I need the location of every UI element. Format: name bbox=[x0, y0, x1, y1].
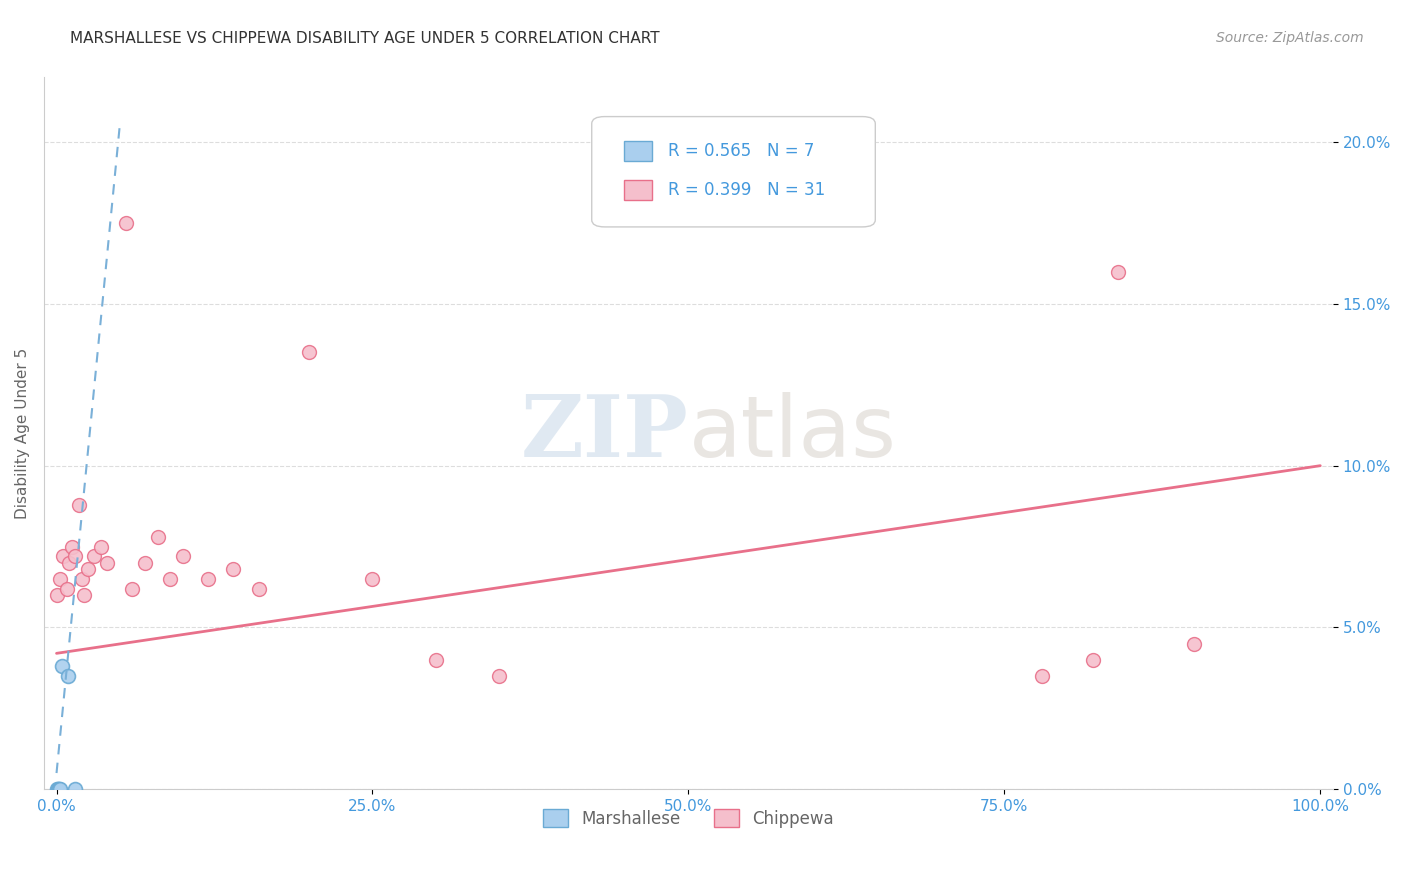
Bar bbox=[624, 141, 652, 161]
Point bbox=[1081, 653, 1104, 667]
Point bbox=[146, 530, 169, 544]
Point bbox=[197, 572, 219, 586]
Point bbox=[425, 653, 447, 667]
Point bbox=[65, 782, 87, 797]
Text: atlas: atlas bbox=[689, 392, 897, 475]
Point bbox=[222, 562, 245, 576]
Point bbox=[90, 540, 112, 554]
Point bbox=[73, 588, 96, 602]
Point bbox=[45, 588, 67, 602]
Text: MARSHALLESE VS CHIPPEWA DISABILITY AGE UNDER 5 CORRELATION CHART: MARSHALLESE VS CHIPPEWA DISABILITY AGE U… bbox=[70, 31, 659, 46]
Point bbox=[134, 556, 156, 570]
Point bbox=[96, 556, 118, 570]
Y-axis label: Disability Age Under 5: Disability Age Under 5 bbox=[15, 348, 30, 519]
Point bbox=[488, 669, 510, 683]
Point bbox=[49, 572, 72, 586]
Point bbox=[70, 572, 93, 586]
Point bbox=[45, 782, 67, 797]
Point bbox=[51, 659, 73, 673]
Point bbox=[77, 562, 100, 576]
Point bbox=[48, 782, 70, 797]
Point bbox=[83, 549, 105, 564]
Text: R = 0.399   N = 31: R = 0.399 N = 31 bbox=[668, 181, 825, 199]
Point bbox=[60, 540, 83, 554]
FancyBboxPatch shape bbox=[592, 117, 876, 227]
Point bbox=[49, 782, 72, 797]
Point bbox=[172, 549, 194, 564]
Point bbox=[67, 498, 90, 512]
Point bbox=[55, 582, 77, 596]
Point bbox=[1107, 264, 1129, 278]
Text: ZIP: ZIP bbox=[520, 392, 689, 475]
Point bbox=[115, 216, 138, 230]
Point bbox=[1182, 637, 1205, 651]
Point bbox=[65, 549, 87, 564]
Text: R = 0.565   N = 7: R = 0.565 N = 7 bbox=[668, 142, 814, 160]
Bar bbox=[624, 180, 652, 200]
Point bbox=[1031, 669, 1053, 683]
Text: Source: ZipAtlas.com: Source: ZipAtlas.com bbox=[1216, 31, 1364, 45]
Legend: Marshallese, Chippewa: Marshallese, Chippewa bbox=[536, 803, 841, 834]
Point bbox=[56, 669, 79, 683]
Point bbox=[58, 556, 80, 570]
Point bbox=[247, 582, 270, 596]
Point bbox=[159, 572, 181, 586]
Point bbox=[46, 782, 69, 797]
Point bbox=[361, 572, 384, 586]
Point bbox=[52, 549, 75, 564]
Point bbox=[298, 345, 321, 359]
Point bbox=[121, 582, 143, 596]
